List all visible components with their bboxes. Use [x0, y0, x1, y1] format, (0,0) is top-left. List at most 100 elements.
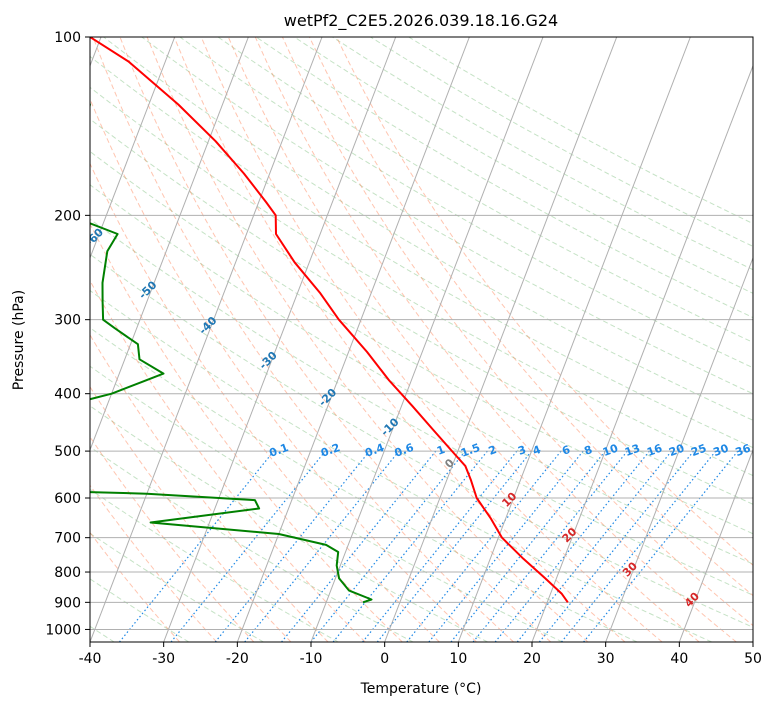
x-tick-label: -10: [300, 651, 323, 667]
x-tick-label: -40: [79, 651, 102, 667]
x-tick-label: 40: [670, 651, 688, 667]
mixing-ratio-label: 2: [487, 443, 499, 458]
y-tick-label: 400: [54, 387, 81, 403]
skewed-isotherms: [90, 37, 753, 642]
mixing-ratio-line: [332, 450, 488, 642]
pressure-gridlines: [90, 37, 753, 630]
isotherm-line: [163, 37, 397, 642]
mixing-ratio-line: [406, 450, 562, 642]
mixing-ratio-label: 0.2: [319, 441, 342, 460]
moist-adiabat-line: [92, 37, 514, 642]
isotherm-line: [310, 37, 544, 642]
mixing-ratio-line: [244, 450, 400, 642]
y-tick-label: 500: [54, 444, 81, 460]
dry-adiabat-line: [90, 327, 638, 642]
dry-adiabat-line: [217, 37, 753, 343]
mixing-ratio-label: 36: [734, 442, 753, 460]
moist-adiabat-line: [90, 222, 403, 642]
mixing-ratio-label: 1: [435, 443, 447, 458]
mixing-ratio-line: [516, 450, 672, 642]
dry-adiabat-line: [90, 150, 753, 535]
y-tick-label: 1000: [45, 622, 81, 638]
y-tick-label: 900: [54, 595, 81, 611]
dry-adiabat-line: [90, 118, 753, 505]
dry-adiabat-line: [179, 37, 753, 369]
mixing-ratio-line: [362, 450, 518, 642]
mixing-ratio-label: 10: [601, 442, 620, 460]
moist-adiabat-line: [200, 37, 663, 642]
mixing-ratio-line: [472, 450, 628, 642]
mixing-ratio-label: 3: [516, 443, 528, 458]
mixing-ratio-line: [214, 450, 370, 642]
dry-adiabat-line: [90, 253, 753, 628]
moist-adiabat-line: [254, 37, 737, 642]
background-adiabats: [90, 37, 753, 642]
y-tick-label: 700: [54, 531, 81, 547]
y-tick-label: 800: [54, 565, 81, 581]
mixing-ratio-line: [494, 450, 650, 642]
isotherm-line: [90, 37, 323, 642]
x-tick-label: 0: [380, 651, 389, 667]
mixing-ratio-label: 0.1: [268, 441, 291, 460]
mixing-ratio-label: 1.5: [459, 441, 482, 460]
mixing-ratio-line: [560, 450, 717, 642]
mixing-ratio-label: 16: [645, 442, 664, 460]
moist-adiabat-line: [281, 37, 753, 627]
temperature-line: [90, 37, 569, 603]
moist-adiabat-line: [90, 97, 477, 642]
dry-adiabat-line: [141, 37, 753, 395]
mixing-ratio-label: 8: [582, 443, 594, 458]
isotherm-line: [457, 37, 691, 642]
mixing-ratio-label: 20: [667, 442, 686, 460]
moist-adiabat-line: [90, 279, 366, 642]
mixing-ratio-label: 30: [711, 442, 730, 460]
x-axis-label: Temperature (°C): [360, 681, 482, 697]
isotherm-line: [605, 256, 753, 642]
dry-adiabat-line: [90, 488, 339, 642]
mixing-ratio-line: [281, 450, 437, 642]
plot-area: -100-90-80-70-60-50-40-30-20-10010203040…: [90, 37, 753, 642]
dry-adiabat-line: [90, 184, 753, 565]
x-tick-label: 20: [523, 651, 541, 667]
isotherm-line: [384, 37, 618, 642]
chart-title: wetPf2_C2E5.2026.039.18.16.G24: [284, 11, 558, 31]
dewpoint-line: [90, 101, 373, 604]
x-tick-label: -30: [152, 651, 175, 667]
dry-adiabat-line: [90, 405, 488, 642]
x-tick-label: 10: [449, 651, 467, 667]
moist-adiabat-line: [336, 37, 753, 566]
moist-adiabat-line: [90, 162, 440, 642]
moist-adiabat-line: [90, 333, 329, 642]
mixing-ratio-line: [583, 450, 739, 642]
y-tick-label: 600: [54, 491, 81, 507]
isotherm-line: [90, 37, 176, 260]
mixing-ratio-label: 4: [531, 443, 543, 458]
dry-adiabat-line: [103, 37, 753, 421]
isotherm-line: [678, 448, 753, 642]
mixing-ratio-label: 13: [623, 442, 642, 459]
mixing-ratio-line: [170, 450, 326, 642]
x-tick-label: 30: [597, 651, 615, 667]
mixing-ratio-line: [376, 450, 533, 642]
x-tick-label: -20: [226, 651, 249, 667]
y-axis-ticks: 100 200 300 400 500 600 700 800 900 1000: [45, 30, 90, 638]
moist-adiabat-line: [90, 436, 255, 642]
moist-adiabat-line: [227, 37, 700, 642]
moist-adiabat-line: [308, 37, 753, 597]
x-axis-ticks: -40 -30 -20 -10 0 10 20 30 40 50: [79, 642, 762, 667]
y-axis-label: Pressure (hPa): [11, 290, 27, 390]
y-tick-label: 200: [54, 208, 81, 224]
moist-adiabat-line: [90, 385, 292, 642]
plot-frame: [89, 36, 754, 643]
sounding-series: [90, 37, 569, 604]
isotherm-line: [531, 64, 753, 642]
mixing-ratio-line: [118, 450, 275, 642]
y-tick-label: 100: [54, 30, 81, 46]
mixing-ratio-label: 0.4: [363, 441, 386, 460]
mixing-ratio-label: 0.6: [393, 441, 416, 460]
dry-adiabat-line: [90, 218, 753, 596]
mixing-ratio-line: [538, 450, 695, 642]
